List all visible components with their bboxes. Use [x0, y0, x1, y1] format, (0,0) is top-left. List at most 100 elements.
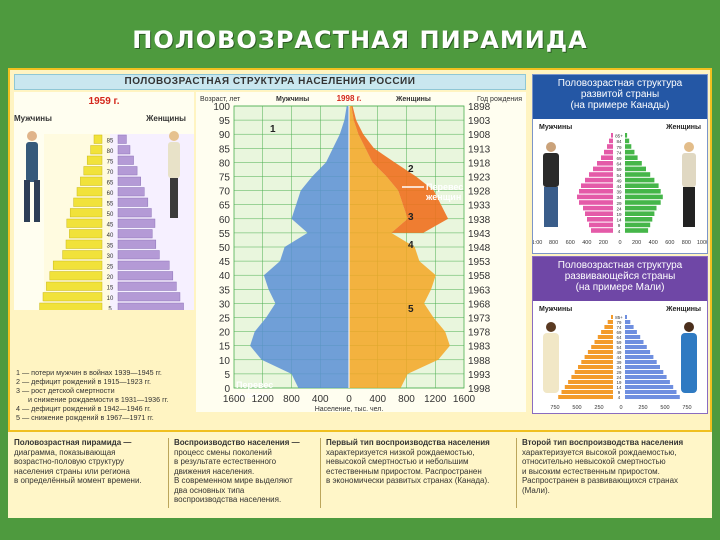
event-marker: 4	[408, 240, 414, 251]
female-bar-mali	[625, 365, 660, 369]
x-tick-mali: 750	[682, 405, 691, 411]
canada-title-line1: Половозрастная структура	[557, 78, 683, 89]
x-tick-1998: 1600	[453, 394, 476, 405]
year-1998-label: 1998 г.	[337, 94, 362, 103]
female-bar-canada	[625, 149, 635, 155]
female-bar-1959	[117, 271, 174, 281]
male-bar-canada	[591, 228, 613, 233]
x-axis-title-1998: Население, тыс. чел.	[315, 406, 384, 412]
year-tick-1998: 1998	[468, 384, 491, 395]
male-bar-canada	[609, 138, 613, 144]
canada-header: Половозрастная структура развитой страны…	[533, 75, 707, 119]
male-bar-1959	[46, 281, 103, 291]
age-tick-1998: 100	[213, 102, 230, 113]
age-tick-1998: 80	[219, 158, 231, 169]
woman-figure-head	[684, 322, 694, 332]
age-tick-1998: 55	[219, 229, 231, 240]
male-bar-mali	[574, 370, 613, 374]
female-area-1998	[349, 106, 450, 388]
event-marker: 2	[408, 164, 414, 175]
x-tick-mali: 500	[572, 405, 581, 411]
x-tick-1998: 0	[346, 394, 352, 405]
female-bar-mali	[625, 350, 651, 354]
x-tick-canada: 400	[649, 240, 658, 246]
male-bar-1959	[90, 145, 103, 155]
canada-pyramid-chart: Мужчины Женщины85+84797469645954494439342…	[533, 124, 707, 246]
female-bar-1959	[117, 155, 134, 165]
female-bar-1959	[117, 197, 149, 207]
age-tick-1998: 75	[219, 173, 231, 184]
male-bar-1959	[80, 176, 103, 186]
female-bar-1959	[117, 134, 127, 144]
female-bar-mali	[625, 375, 667, 379]
female-bar-1959	[117, 145, 131, 155]
x-tick-1998: 1600	[223, 394, 246, 405]
pyramid-1959-chart: 8580757065605550454035302520151051400100…	[24, 131, 194, 311]
year-tick-1998: 1898	[468, 102, 491, 113]
male-bar-mali	[561, 390, 613, 394]
age-tick-1998: 20	[219, 328, 231, 339]
age-tick-1959: 30	[107, 254, 114, 260]
man-figure-body	[543, 153, 559, 187]
definition-text: характеризуется низкой рождаемостью, нев…	[326, 447, 490, 486]
age-tick-1959: 65	[107, 181, 114, 187]
age-tick-canada: 4	[618, 229, 621, 234]
age-tick-1998: 60	[219, 215, 231, 226]
note-item: и снижение рождаемости в 1931—1936 гг.	[16, 395, 169, 404]
male-bar-canada	[597, 161, 613, 166]
male-bar-canada	[579, 200, 613, 205]
age-tick-1959: 5	[108, 307, 112, 311]
female-bar-1959	[117, 239, 157, 249]
female-bar-canada	[625, 200, 661, 205]
definition-pyramid: Половозрастная пирамида — диаграмма, пок…	[14, 438, 182, 486]
event-marker: 3	[408, 212, 414, 223]
definition-text: диаграмма, показывающая возрастно-полову…	[14, 447, 142, 486]
age-tick-mali: 64	[617, 335, 622, 340]
age-tick-mali: 74	[617, 325, 622, 330]
male-bar-mali	[564, 385, 613, 389]
women-label-canada: Женщины	[665, 124, 701, 131]
age-tick-mali: 4	[618, 395, 621, 400]
female-bar-mali	[625, 325, 634, 329]
male-bar-1959	[83, 166, 103, 176]
age-tick-mali: 85+	[615, 315, 623, 320]
female-bar-1959	[117, 302, 184, 310]
x-tick-1998: 400	[312, 394, 329, 405]
male-bar-mali	[611, 315, 613, 319]
definition-head: Половозрастная пирамида —	[14, 438, 132, 447]
male-bar-mali	[587, 350, 613, 354]
age-tick-1959: 70	[107, 170, 114, 176]
divider	[516, 438, 517, 508]
x-tick-1998: 1200	[424, 394, 447, 405]
age-tick-1998: 15	[219, 342, 231, 353]
year-tick-1998: 1923	[468, 173, 491, 184]
year-tick-1998: 1903	[468, 116, 491, 127]
excess-men-label: мужчин	[236, 390, 270, 400]
canada-title-line2: развитой страны	[580, 89, 660, 100]
age-tick-1959: 75	[107, 160, 114, 166]
age-tick-canada: 34	[616, 195, 622, 200]
year-tick-1998: 1913	[468, 144, 491, 155]
x-tick-mali: 0	[619, 405, 622, 411]
year-tick-1998: 1943	[468, 229, 491, 240]
female-bar-mali	[625, 340, 644, 344]
pyramid-1959-panel: 1959 г. Мужчины Женщины 85 80 75 70 65 60 55 50…	[14, 92, 194, 310]
female-bar-canada	[625, 228, 649, 233]
men-label-1998: Мужчины	[276, 96, 309, 103]
male-bar-1959	[66, 218, 103, 228]
year-tick-1998: 1938	[468, 215, 491, 226]
x-tick-mali: 250	[638, 405, 647, 411]
male-bar-1959	[62, 250, 103, 260]
mali-title-line2: развивающейся страны	[564, 271, 676, 282]
men-label-1959: Мужчины	[14, 114, 52, 123]
age-tick-1998: 65	[219, 201, 231, 212]
definition-head: Воспроизводство населения —	[174, 438, 300, 447]
male-bar-1959	[69, 208, 103, 218]
female-bar-mali	[625, 395, 680, 399]
age-tick-canada: 19	[616, 212, 622, 217]
male-bar-mali	[607, 320, 613, 324]
age-tick-1959: 80	[107, 149, 114, 155]
female-bar-canada	[625, 217, 653, 222]
male-bar-1959	[52, 260, 103, 270]
age-tick-1998: 25	[219, 314, 231, 325]
